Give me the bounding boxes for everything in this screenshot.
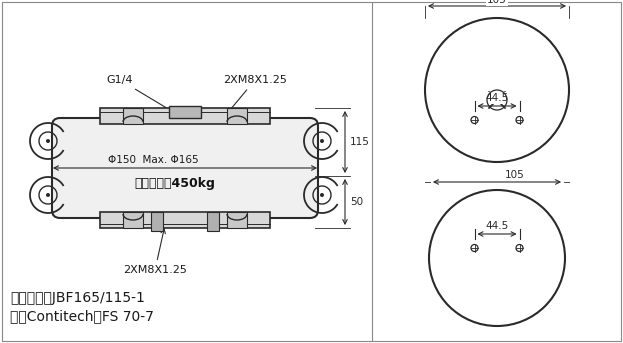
Text: 115: 115 xyxy=(350,137,370,147)
Bar xyxy=(123,212,143,228)
FancyBboxPatch shape xyxy=(52,118,318,218)
Text: 产品型号：JBF165/115-1: 产品型号：JBF165/115-1 xyxy=(10,291,145,305)
Text: G1/4: G1/4 xyxy=(107,75,176,114)
Bar xyxy=(100,108,270,124)
Text: 最大承载：450kg: 最大承载：450kg xyxy=(135,177,216,189)
Text: 50: 50 xyxy=(350,197,363,207)
Bar xyxy=(169,106,201,118)
Text: 上海松夏减震器有限公司: 上海松夏减震器有限公司 xyxy=(139,156,231,170)
Circle shape xyxy=(320,193,324,197)
Bar xyxy=(100,212,270,228)
Circle shape xyxy=(46,139,50,143)
Bar xyxy=(123,108,143,124)
Text: 2XM8X1.25: 2XM8X1.25 xyxy=(223,75,287,113)
Text: 联系方式：138-8550-1021-6155/011，QQ：1516483116，微信：同手机: 联系方式：138-8550-1021-6155/011，QQ：151648311… xyxy=(92,187,298,193)
Circle shape xyxy=(46,193,50,197)
Bar xyxy=(227,108,247,124)
Bar xyxy=(227,212,247,228)
Text: 44.5: 44.5 xyxy=(485,221,508,231)
Text: 105: 105 xyxy=(487,0,507,5)
Bar xyxy=(207,212,219,231)
Text: 44.5: 44.5 xyxy=(485,93,508,103)
Text: 对应Contitech：FS 70-7: 对应Contitech：FS 70-7 xyxy=(10,309,154,323)
Circle shape xyxy=(320,139,324,143)
Text: MATSONA SHOCK ABSORBER CO.,LTD: MATSONA SHOCK ABSORBER CO.,LTD xyxy=(117,174,273,182)
Text: 2XM8X1.25: 2XM8X1.25 xyxy=(123,229,187,275)
Text: 105: 105 xyxy=(505,170,525,180)
Text: Φ150  Max. Φ165: Φ150 Max. Φ165 xyxy=(108,155,198,165)
Bar xyxy=(151,212,163,231)
